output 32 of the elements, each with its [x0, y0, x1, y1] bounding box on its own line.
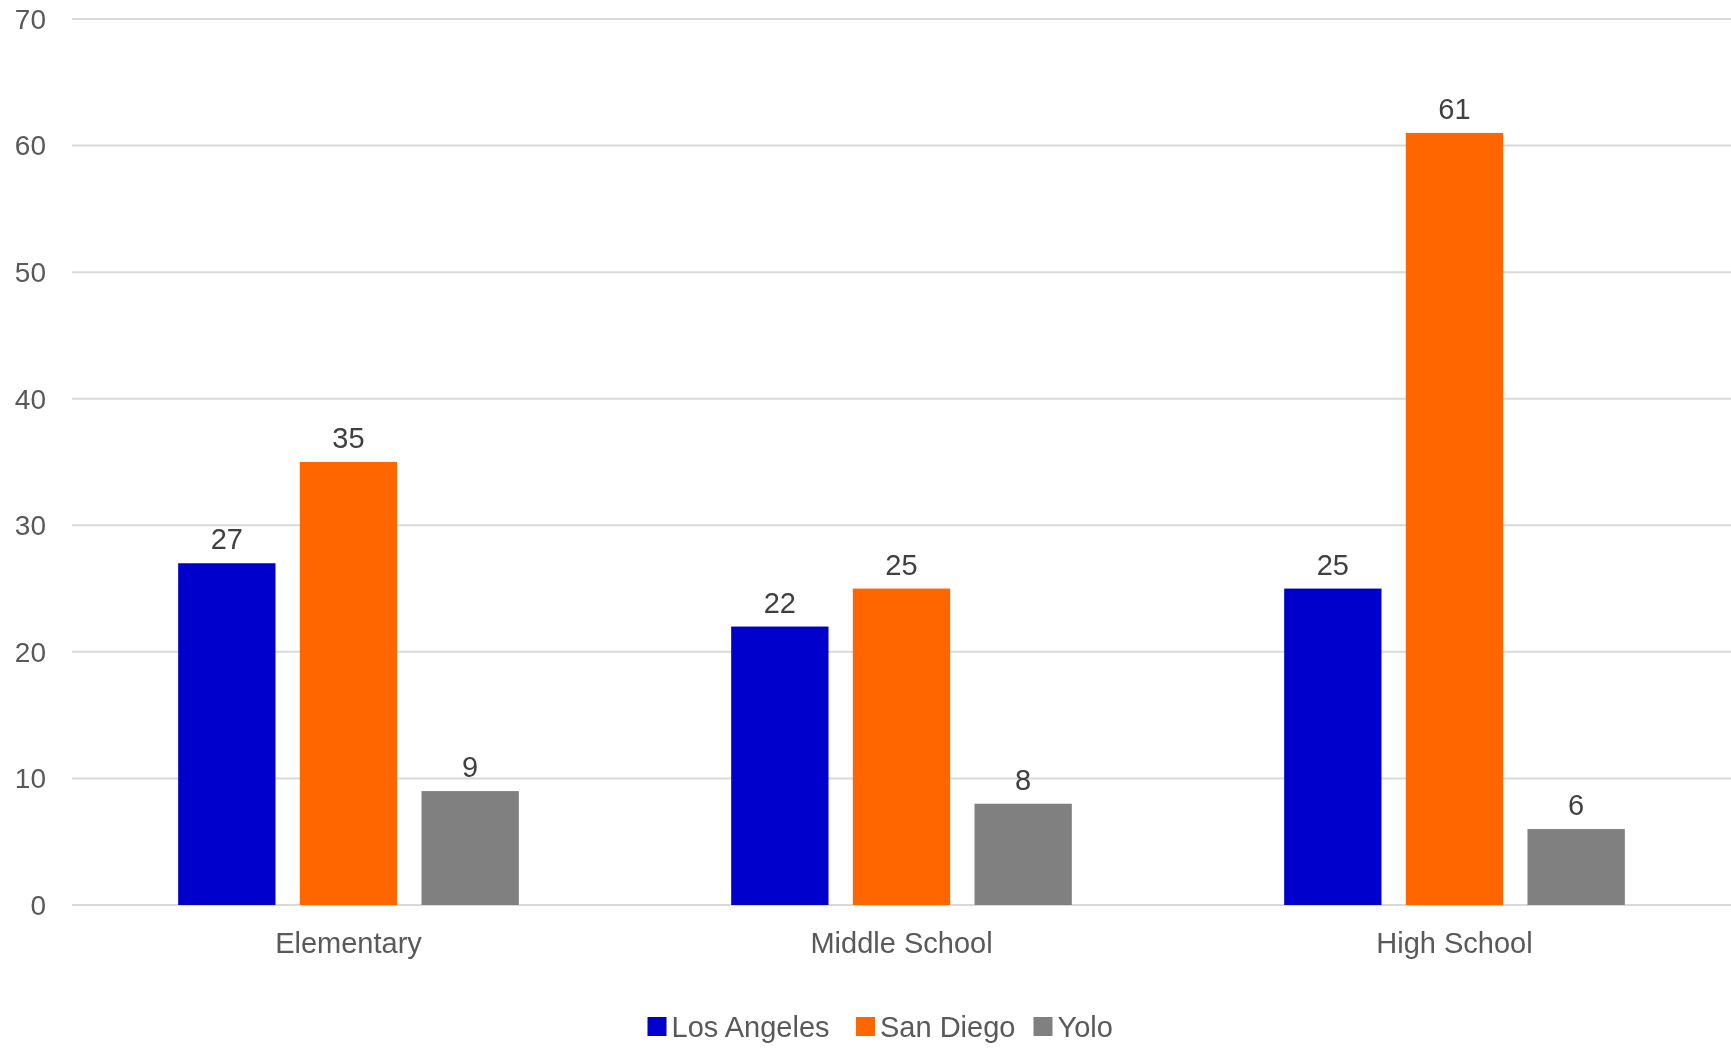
data-label: 6	[1568, 789, 1585, 822]
bar	[1527, 829, 1625, 905]
y-tick-label: 10	[14, 763, 46, 795]
bar	[421, 791, 519, 905]
bar	[731, 626, 829, 905]
y-tick-label: 30	[14, 510, 46, 542]
y-tick-label: 0	[30, 889, 46, 921]
bar	[299, 462, 398, 905]
legend-label: Los Angeles	[671, 1011, 830, 1044]
x-tick-label: High School	[1376, 927, 1533, 959]
data-label: 61	[1438, 92, 1471, 125]
y-tick-label: 50	[14, 256, 46, 288]
data-label: 8	[1015, 763, 1032, 796]
legend-label: Yolo	[1057, 1011, 1113, 1044]
bar	[1284, 588, 1382, 905]
y-tick-label: 70	[14, 3, 46, 35]
bar	[974, 803, 1072, 905]
data-label: 27	[210, 523, 243, 556]
data-label: 35	[332, 422, 365, 454]
data-label: 22	[763, 586, 796, 619]
x-tick-label: Middle School	[810, 927, 993, 959]
x-tick-label: Elementary	[275, 927, 423, 959]
bar	[1405, 132, 1504, 905]
data-label: 9	[462, 751, 479, 784]
data-label: 25	[885, 548, 918, 581]
y-tick-label: 60	[14, 130, 46, 162]
bar	[178, 563, 276, 905]
y-tick-label: 20	[14, 636, 46, 668]
y-tick-label: 40	[14, 383, 46, 415]
legend-label: San Diego	[880, 1011, 1016, 1044]
bar	[852, 588, 951, 905]
data-label: 25	[1316, 548, 1349, 581]
